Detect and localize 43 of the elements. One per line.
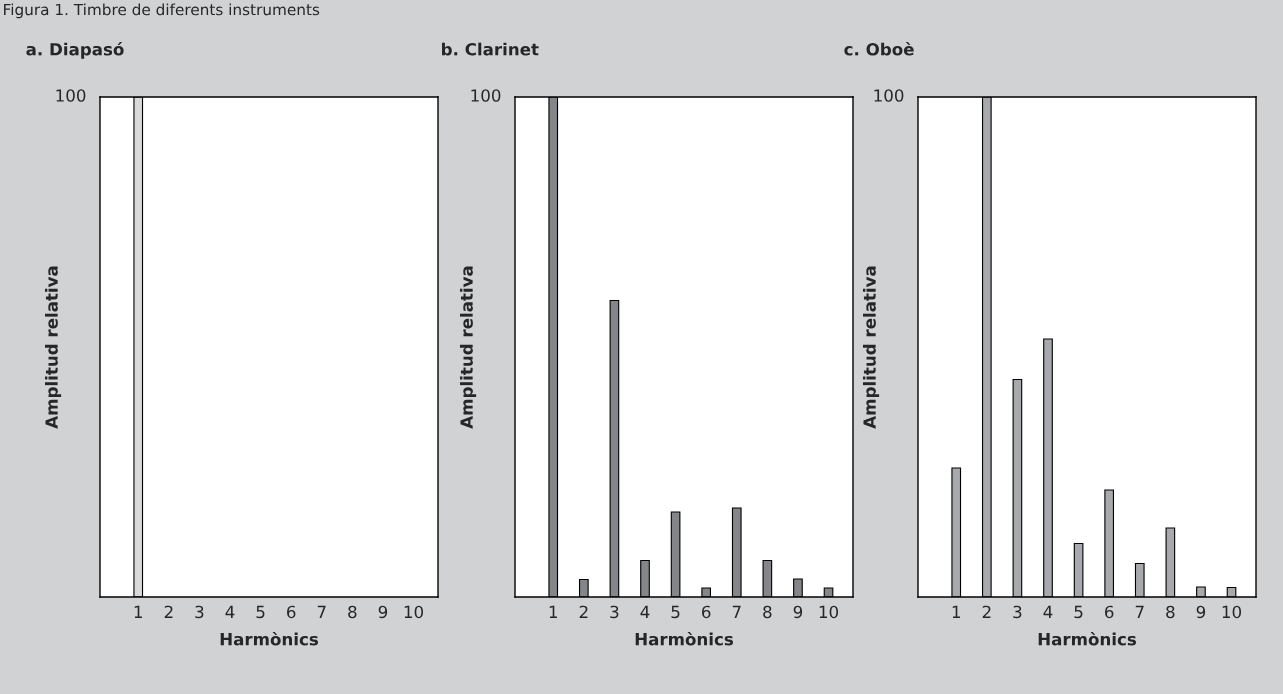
x-tick-label: 1	[134, 605, 142, 618]
x-tick-label: 4	[1043, 605, 1053, 618]
x-tick-label: 6	[1105, 605, 1114, 619]
x-axis-title: Harmònics	[1038, 631, 1137, 646]
x-tick-label: 3	[610, 605, 619, 619]
x-tick-label: 4	[225, 605, 235, 618]
x-tick-label: 3	[1013, 605, 1022, 619]
y-axis-title: Amplitud relativa	[459, 266, 477, 429]
x-tick-label: 10	[404, 605, 424, 619]
x-tick-label: 9	[1196, 605, 1206, 619]
x-tick-label: 3	[195, 605, 204, 619]
x-axis-title: Harmònics	[635, 631, 734, 646]
x-tick-label: 1	[952, 605, 960, 618]
chart-title: b. Clarinet	[442, 42, 539, 56]
x-tick-label: 1	[549, 605, 557, 618]
x-tick-label: 6	[287, 605, 296, 619]
x-tick-label: 6	[702, 605, 711, 619]
x-tick-label: 7	[317, 605, 326, 618]
x-tick-label: 8	[1166, 605, 1175, 619]
x-tick-label: 7	[1135, 605, 1144, 618]
text: 100	[874, 89, 904, 102]
x-tick-label: 10	[819, 605, 839, 619]
x-tick-label: 9	[378, 605, 388, 619]
x-tick-label: 10	[1222, 605, 1242, 619]
x-tick-label: 8	[763, 605, 772, 619]
chart-title: a. Diapasó	[26, 42, 124, 59]
x-axis-title: Harmònics	[220, 631, 319, 646]
y-axis-title: Amplitud relativa	[862, 266, 880, 429]
text: 100	[56, 89, 86, 102]
x-tick-label: 4	[640, 605, 650, 618]
x-tick-label: 2	[982, 605, 991, 618]
text: 100	[471, 89, 501, 102]
x-tick-label: 9	[793, 605, 803, 619]
x-tick-label: 5	[1074, 605, 1083, 619]
x-tick-label: 7	[732, 605, 741, 618]
x-tick-label: 2	[164, 605, 173, 618]
x-tick-label: 2	[579, 605, 588, 618]
y-axis-title: Amplitud relativa	[44, 266, 62, 429]
text: Figura 1. Timbre de diferents instruments	[4, 3, 320, 19]
x-tick-label: 8	[348, 605, 357, 619]
x-tick-label: 5	[256, 605, 265, 619]
x-tick-label: 5	[671, 605, 680, 619]
chart-title: c. Oboè	[844, 42, 914, 56]
